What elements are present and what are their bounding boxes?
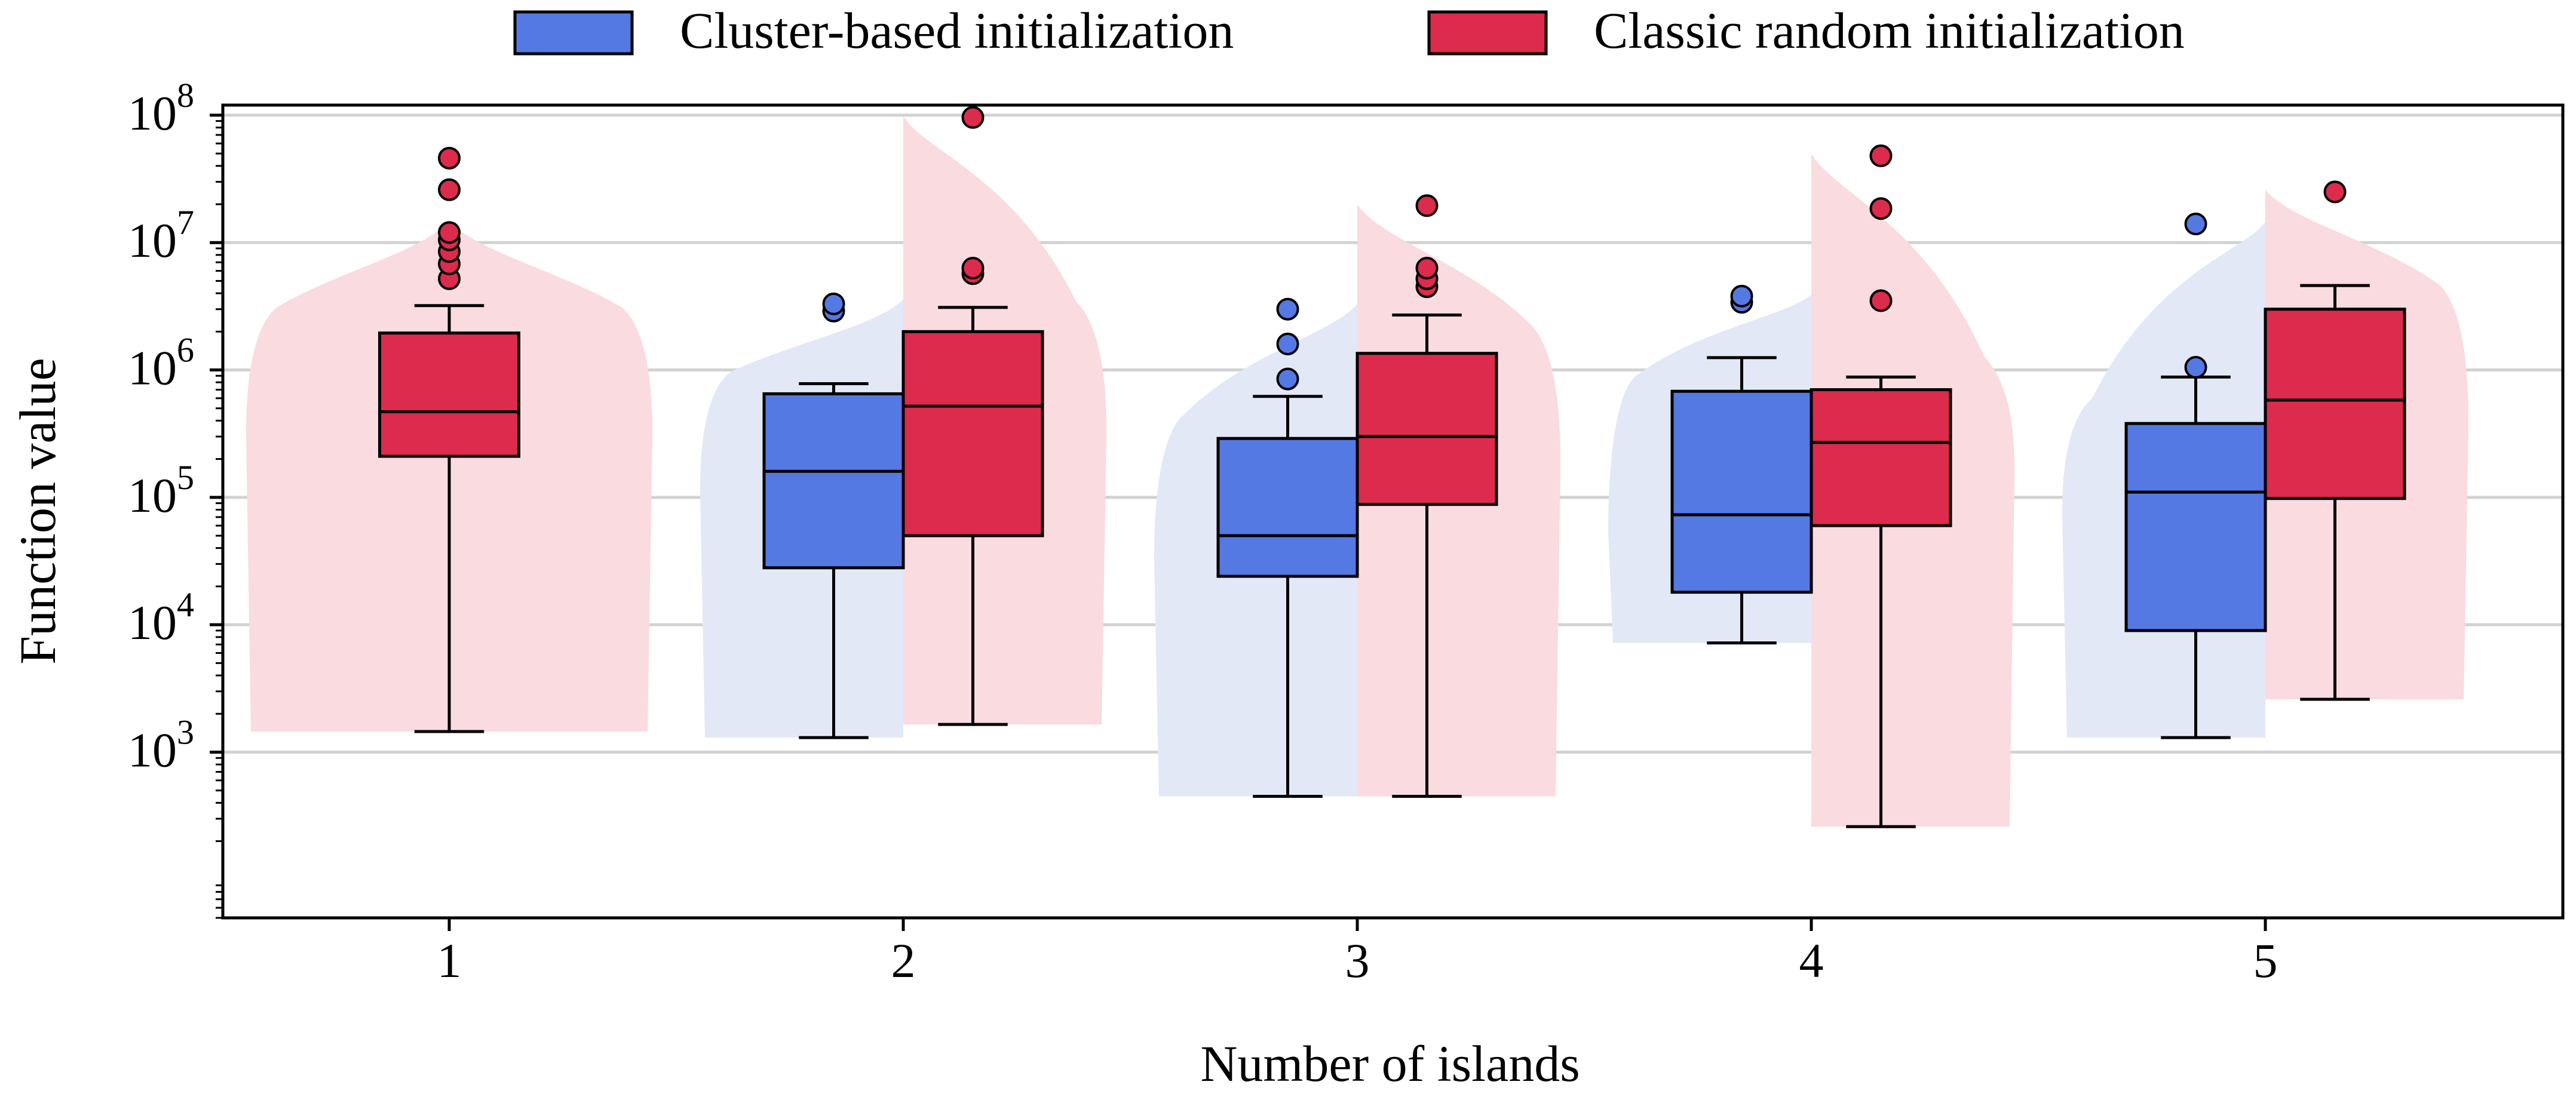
- box: [2124, 422, 2267, 632]
- y-tick-label: 108: [128, 76, 194, 140]
- y-tick-label-exponent: 7: [177, 203, 194, 242]
- legend-swatch-classic: [1427, 10, 1548, 56]
- boxes: [378, 106, 2406, 828]
- x-tick-label: 1: [437, 933, 462, 988]
- outlier-point: [961, 106, 985, 129]
- outlier-point: [2323, 180, 2347, 204]
- y-tick-label-exponent: 4: [177, 585, 194, 624]
- outlier-point: [2184, 356, 2207, 379]
- box: [1810, 388, 1952, 527]
- outlier-point: [438, 146, 461, 170]
- box: [762, 392, 905, 570]
- y-tick-label-base: 10: [128, 595, 177, 650]
- outlier-point: [1415, 257, 1439, 280]
- y-tick-label: 107: [128, 203, 194, 268]
- outlier-point: [1869, 144, 1893, 167]
- box: [901, 330, 1044, 537]
- plot-frame: [221, 103, 2565, 920]
- y-tick-label: 103: [128, 712, 194, 777]
- outlier-point: [1869, 197, 1893, 220]
- outlier-point: [822, 292, 845, 315]
- outlier-point: [1276, 367, 1299, 391]
- y-tick-label-exponent: 8: [177, 76, 194, 115]
- y-tick-label-exponent: 3: [177, 712, 194, 751]
- y-tick-label: 106: [128, 331, 194, 395]
- x-tick-label: 5: [2253, 933, 2278, 988]
- outlier-point: [1276, 297, 1299, 321]
- x-tick-label: 4: [1799, 933, 1824, 988]
- y-tick-label-base: 10: [128, 341, 177, 395]
- outlier-point: [961, 257, 985, 280]
- y-tick-label-base: 10: [128, 86, 177, 140]
- y-tick-label-base: 10: [128, 468, 177, 523]
- outlier-point: [2184, 213, 2207, 236]
- outlier-point: [1415, 194, 1439, 217]
- legend-label-classic: Classic random initialization: [1594, 2, 2185, 59]
- box: [1216, 437, 1359, 578]
- y-tick-label-exponent: 6: [177, 331, 194, 370]
- legend: Cluster-based initialization Classic ran…: [513, 2, 2185, 59]
- outlier-point: [1276, 332, 1299, 355]
- x-tick-label: 2: [891, 933, 916, 988]
- y-axis-title: Function value: [9, 358, 66, 665]
- x-axis-title: Number of islands: [1200, 1035, 1580, 1092]
- y-tick-label-exponent: 5: [177, 458, 194, 497]
- outlier-point: [1869, 289, 1893, 312]
- y-tick-label-base: 10: [128, 213, 177, 268]
- y-tick-label: 105: [128, 458, 194, 523]
- box: [1356, 352, 1498, 506]
- outlier-point: [438, 221, 461, 244]
- x-tick-label: 3: [1345, 933, 1370, 988]
- y-tick-label: 104: [128, 585, 194, 650]
- y-tick-label-base: 10: [128, 723, 177, 777]
- legend-swatch-cluster: [513, 10, 634, 56]
- box: [2264, 308, 2406, 500]
- x-axis: 1 2 3 4 5: [437, 918, 2278, 988]
- outlier-point: [1730, 284, 1753, 308]
- outlier-point: [438, 178, 461, 201]
- box: [1670, 389, 1813, 594]
- legend-label-cluster: Cluster-based initialization: [680, 2, 1234, 59]
- box: [378, 331, 520, 458]
